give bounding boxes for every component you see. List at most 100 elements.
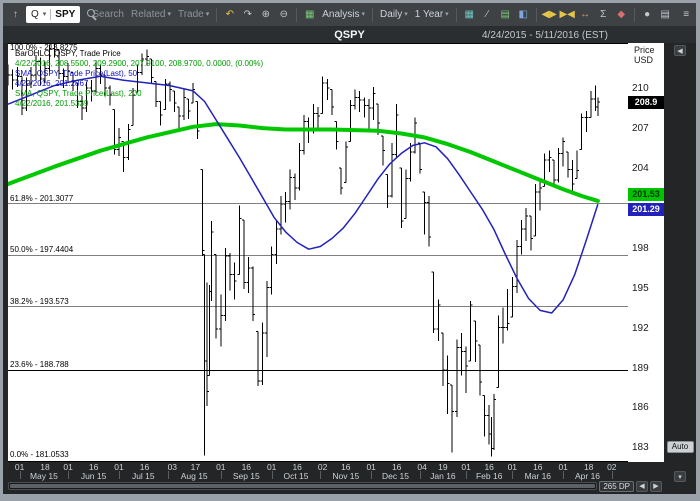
month-separator (419, 471, 421, 479)
right-panel: ◀ Auto ▾ (664, 43, 696, 494)
month-separator (167, 471, 169, 479)
print-icon[interactable]: ▤ (660, 9, 670, 20)
analysis-label: Analysis (322, 9, 360, 20)
datapoints-badge[interactable]: 265 DP (599, 480, 634, 492)
chevron-down-icon: ▾ (42, 11, 47, 18)
x-axis-tick: 01 (216, 462, 226, 472)
x-axis-tick: 02 (607, 462, 617, 472)
chevron-down-icon: ▾ (167, 11, 171, 18)
toolbar-separator (216, 7, 218, 22)
price-axis[interactable]: Price USD 210207204201198195192189186183… (628, 43, 664, 462)
analysis-icon: ▦ (305, 9, 315, 20)
price-chart-canvas[interactable] (8, 43, 628, 462)
month-separator (512, 471, 514, 479)
layers-icon[interactable]: ▤ (500, 9, 510, 20)
send-symbol-icon[interactable]: ↑ (13, 9, 18, 20)
range-label: 1 Year (414, 9, 444, 20)
y-axis-tick: 195 (632, 283, 649, 294)
scrollbar-thumb[interactable] (10, 484, 596, 488)
toolbar-separator (535, 7, 537, 22)
toolbar-separator (633, 7, 635, 22)
x-axis-tick: 01 (266, 462, 277, 472)
panel-collapse-icon[interactable]: ◀ (674, 45, 686, 56)
settings-icon[interactable]: ◧ (518, 9, 528, 20)
toolbar-separator (455, 7, 457, 22)
x-axis-tick: 01 (14, 462, 25, 472)
x-axis-tick: 17 (190, 462, 201, 472)
trade-menu[interactable]: Trade ▾ (176, 9, 211, 20)
y-axis-tick: 189 (632, 363, 649, 374)
x-axis-tick: 01 (461, 462, 471, 472)
sma200-price-label: 201.53 (628, 188, 664, 201)
panel-down-icon[interactable]: ▾ (674, 471, 686, 482)
hamburger-icon: ≡ (683, 9, 690, 20)
x-axis-month-label: Sep 15 (232, 471, 260, 481)
x-axis-month-label: Dec 15 (382, 471, 409, 481)
fib-level-label: 0.0% - 181.0533 (10, 450, 69, 459)
auto-scale-button[interactable]: Auto (666, 441, 694, 453)
x-axis-tick: 16 (341, 462, 351, 472)
expand-bars-icon[interactable]: ◀▶ (541, 9, 557, 20)
draw-icon[interactable]: ∕ (486, 9, 488, 20)
month-separator (611, 471, 613, 479)
legend-line-sma50: SMA, QSPY, Trade Price(Last), 50 (15, 69, 138, 78)
chart-column: 100.0% - 213.8275 61.8% - 201.3077 50.0% -… (8, 43, 664, 494)
scrollbar-track[interactable] (8, 482, 598, 490)
x-axis-tick: 02 (317, 462, 328, 472)
scroll-right-icon[interactable]: ▶ (650, 480, 662, 492)
legend-line-sma50-value: 4/22/2016, 201.2867 (15, 79, 89, 88)
bar-width-icon[interactable]: ↔ (580, 9, 591, 20)
x-axis-tick: 16 (484, 462, 494, 472)
related-label: Related (131, 9, 166, 20)
month-labels-row: May 15 Jun 15 Jul 15 Aug 15 Sep 15 Oct 15 Nov … (8, 471, 628, 481)
related-menu[interactable]: Related ▾ (129, 9, 173, 20)
alert-icon[interactable]: ◆ (617, 9, 626, 20)
search-button[interactable]: Search (92, 9, 124, 20)
symbol-search-box[interactable]: Q ▾ SPY (26, 6, 81, 23)
redo-icon[interactable]: ↷ (243, 9, 252, 20)
x-axis-month-label: Jun 15 (80, 471, 107, 481)
scroll-left-icon[interactable]: ◀ (636, 480, 648, 492)
content-row: 100.0% - 213.8275 61.8% - 201.3077 50.0% -… (3, 43, 696, 494)
undo-icon[interactable]: ↶ (225, 9, 234, 20)
compress-bars-icon[interactable]: ▶◀ (559, 9, 575, 20)
period-label: Daily (380, 9, 403, 20)
divider (50, 9, 52, 20)
fib-level-label: 38.2% - 193.573 (10, 296, 69, 306)
x-axis-month-label: Jul 15 (131, 471, 155, 481)
quote-type-select[interactable]: Q (31, 9, 39, 20)
symbol-input[interactable]: SPY (55, 9, 76, 20)
x-axis-month-label: Nov 15 (332, 471, 360, 481)
grid-icon[interactable]: ▦ (464, 9, 474, 20)
snapshot-icon[interactable]: ● (644, 9, 651, 20)
month-separator (271, 471, 273, 479)
y-axis-tick: 192 (632, 323, 649, 334)
x-axis-tick: 01 (114, 462, 124, 472)
analysis-menu[interactable]: Analysis ▾ (320, 9, 367, 20)
cumulative-icon[interactable]: Σ (600, 9, 607, 20)
fib-level-label: 61.8% - 201.3077 (10, 193, 74, 203)
month-separator (320, 471, 322, 479)
chart-title: QSPY (334, 29, 365, 41)
x-axis-tick: 16 (241, 462, 252, 472)
y-axis-tick: 210 (632, 83, 649, 94)
month-separator (19, 471, 21, 479)
zoom-out-icon[interactable]: ⊖ (279, 9, 288, 20)
app-window: ↑ Q ▾ SPY Search Related ▾ Trade ▾ ↶ ↷ ⊕… (3, 3, 696, 494)
chevron-down-icon: ▾ (445, 11, 449, 18)
month-separator (119, 471, 120, 479)
x-axis-month-label: Apr 16 (574, 471, 601, 481)
chart-legend: BarOHLC, QSPY, Trade Price 4/22/2016, 20… (15, 49, 263, 109)
x-axis-tick: 16 (533, 462, 543, 472)
period-select[interactable]: Daily ▾ (378, 9, 410, 20)
chart-titlebar: QSPY 4/24/2015 - 5/11/2016 (EST) (3, 27, 696, 43)
x-axis-tick: 19 (438, 462, 448, 472)
month-separator (220, 471, 222, 479)
range-select[interactable]: 1 Year ▾ (413, 9, 451, 20)
x-axis-tick: 04 (417, 462, 427, 472)
trade-label: Trade (177, 9, 204, 20)
plot-area[interactable]: 100.0% - 213.8275 61.8% - 201.3077 50.0% -… (8, 43, 628, 462)
zoom-in-icon[interactable]: ⊕ (261, 9, 270, 20)
chevron-down-icon: ▾ (404, 11, 408, 18)
